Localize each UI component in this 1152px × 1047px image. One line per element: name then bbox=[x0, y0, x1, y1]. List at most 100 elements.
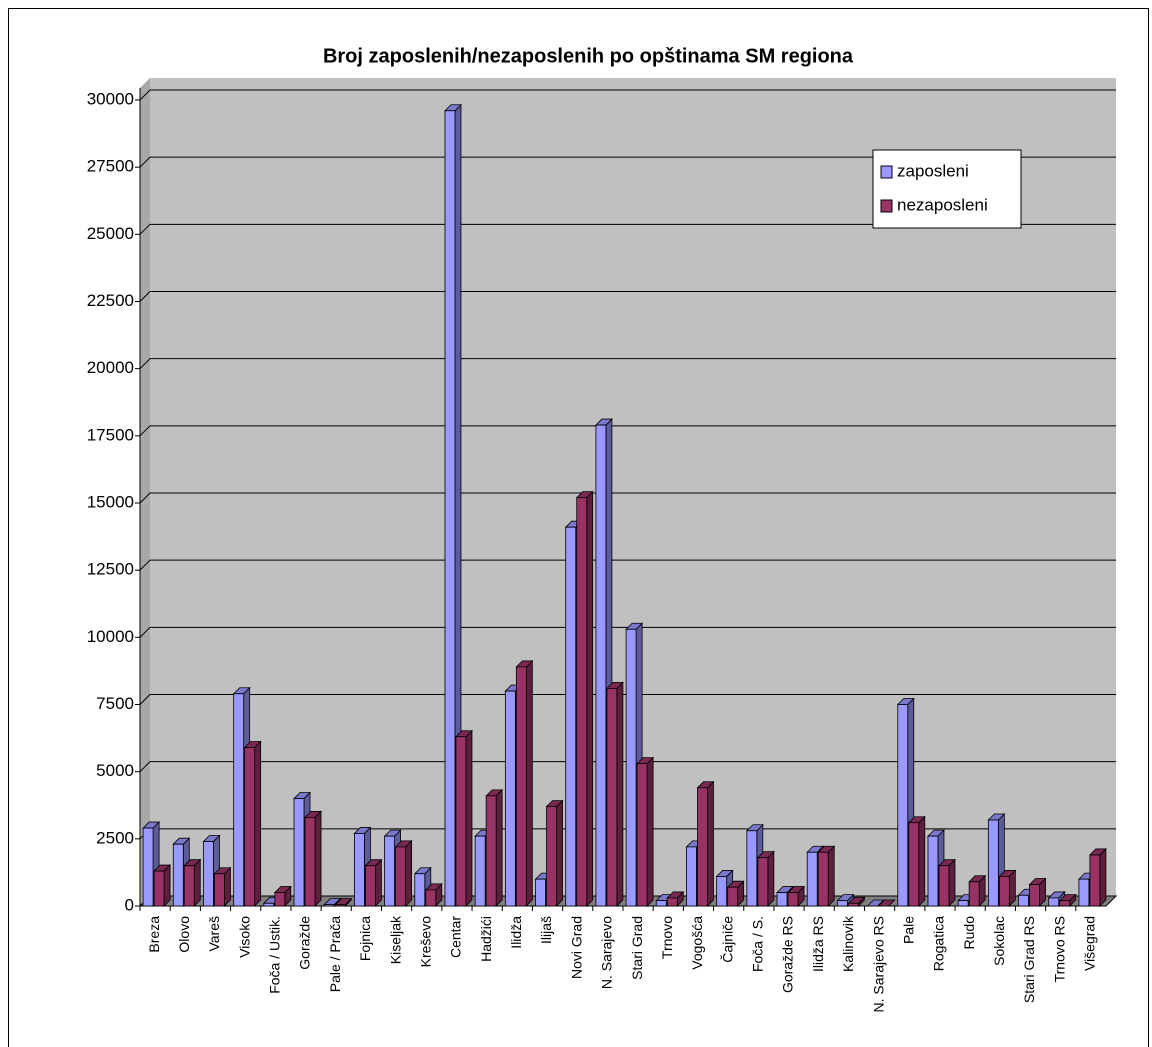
bar-side bbox=[405, 839, 412, 907]
y-tick-label: 12500 bbox=[87, 560, 134, 579]
bar bbox=[595, 424, 607, 907]
bar bbox=[365, 865, 376, 907]
x-tick-label: Stari Grad bbox=[629, 916, 645, 980]
y-tick-label: 0 bbox=[125, 895, 134, 914]
y-tick-label: 20000 bbox=[87, 358, 134, 377]
bar-side bbox=[918, 815, 926, 907]
bar bbox=[1018, 894, 1029, 907]
x-tick-label: Kalinovik bbox=[840, 915, 856, 972]
y-tick-label: 10000 bbox=[87, 627, 134, 646]
bar-side bbox=[495, 788, 503, 907]
legend-label: zaposleni bbox=[897, 161, 969, 180]
chart-title: Broj zaposlenih/nezaposlenih po opštinam… bbox=[323, 45, 854, 67]
bar-side bbox=[314, 810, 322, 907]
x-tick-label: Olovo bbox=[176, 916, 192, 953]
bar bbox=[727, 886, 739, 907]
x-tick-label: Stari Grad RS bbox=[1021, 916, 1037, 1003]
y-tick-label: 17500 bbox=[87, 425, 134, 444]
bar bbox=[697, 787, 708, 907]
grid-line bbox=[139, 156, 1116, 168]
bar bbox=[565, 526, 577, 907]
bar bbox=[172, 843, 184, 907]
y-tick-label: 5000 bbox=[96, 761, 134, 780]
x-tick-label: Ilidža RS bbox=[810, 916, 826, 972]
bar bbox=[323, 904, 335, 907]
grid-line bbox=[139, 89, 1116, 101]
bar bbox=[897, 704, 909, 907]
x-tick-label: Trnovo RS bbox=[1051, 916, 1067, 982]
y-tick-label: 25000 bbox=[87, 224, 134, 243]
bar-side bbox=[375, 858, 382, 907]
bar bbox=[474, 835, 486, 907]
bar bbox=[233, 693, 245, 907]
bar-side bbox=[465, 729, 473, 907]
bar bbox=[817, 851, 829, 907]
bar-side bbox=[224, 866, 231, 907]
bar-side bbox=[525, 659, 533, 907]
y-tick-label: 30000 bbox=[87, 89, 134, 108]
bar bbox=[244, 747, 256, 907]
bar bbox=[1048, 897, 1060, 907]
bar bbox=[414, 873, 426, 907]
bar bbox=[293, 798, 305, 907]
bar bbox=[636, 763, 648, 907]
bar bbox=[304, 816, 316, 907]
x-tick-label: Trnovo bbox=[659, 916, 675, 959]
x-tick-label: Centar bbox=[448, 916, 464, 958]
y-tick-label: 15000 bbox=[87, 492, 134, 511]
x-tick-label: Kreševo bbox=[417, 916, 433, 968]
bar-side bbox=[827, 845, 835, 907]
bar bbox=[515, 666, 527, 907]
x-tick-label: Pale / Prača bbox=[327, 916, 343, 992]
x-tick-label: Goražde RS bbox=[780, 916, 796, 993]
bar bbox=[153, 870, 165, 907]
y-tick-label: 7500 bbox=[96, 694, 134, 713]
bar-side bbox=[163, 864, 171, 907]
x-tick-label: Visoko bbox=[236, 916, 252, 958]
bar bbox=[848, 902, 859, 907]
bar bbox=[938, 865, 950, 907]
bar bbox=[214, 873, 225, 907]
bar bbox=[968, 881, 980, 907]
x-tick-label: Višegrad bbox=[1082, 916, 1098, 971]
bar bbox=[625, 628, 637, 907]
grid-line bbox=[139, 492, 1116, 504]
bar bbox=[957, 900, 969, 907]
x-tick-label: Foča / Ustik. bbox=[267, 916, 283, 994]
legend-label: nezaposleni bbox=[897, 195, 988, 214]
x-tick-label: Breza bbox=[146, 916, 162, 953]
legend-swatch bbox=[880, 199, 893, 213]
x-tick-label: Novi Grad bbox=[568, 916, 584, 979]
x-tick-label: Ilijaš bbox=[538, 916, 554, 944]
x-tick-label: Pale bbox=[900, 916, 916, 944]
grid-line bbox=[139, 223, 1116, 235]
bar bbox=[686, 846, 697, 907]
bar bbox=[354, 833, 365, 907]
x-tick-label: Kiseljak bbox=[387, 915, 403, 964]
bar bbox=[425, 889, 437, 907]
bar bbox=[998, 876, 1010, 907]
bar-top bbox=[866, 899, 885, 907]
x-tick-label: Sokolac bbox=[991, 916, 1007, 966]
x-tick-label: Fojnica bbox=[357, 916, 373, 961]
bar bbox=[455, 736, 467, 907]
x-tick-label: Vogošća bbox=[689, 916, 705, 970]
bar bbox=[806, 851, 818, 907]
bar bbox=[263, 902, 275, 907]
side-wall bbox=[140, 78, 150, 906]
grid-line bbox=[139, 559, 1116, 571]
bar-side bbox=[254, 740, 262, 907]
x-tick-label: Goražde bbox=[297, 916, 313, 970]
bar bbox=[606, 687, 618, 907]
bar bbox=[1089, 854, 1101, 907]
bar-side bbox=[707, 780, 714, 907]
bar bbox=[535, 878, 546, 907]
bar bbox=[384, 835, 395, 907]
bar-side bbox=[646, 756, 654, 907]
bar bbox=[908, 822, 920, 907]
bar-side bbox=[556, 799, 563, 907]
bar bbox=[546, 806, 557, 907]
legend-swatch bbox=[880, 165, 893, 179]
bar bbox=[757, 857, 769, 907]
